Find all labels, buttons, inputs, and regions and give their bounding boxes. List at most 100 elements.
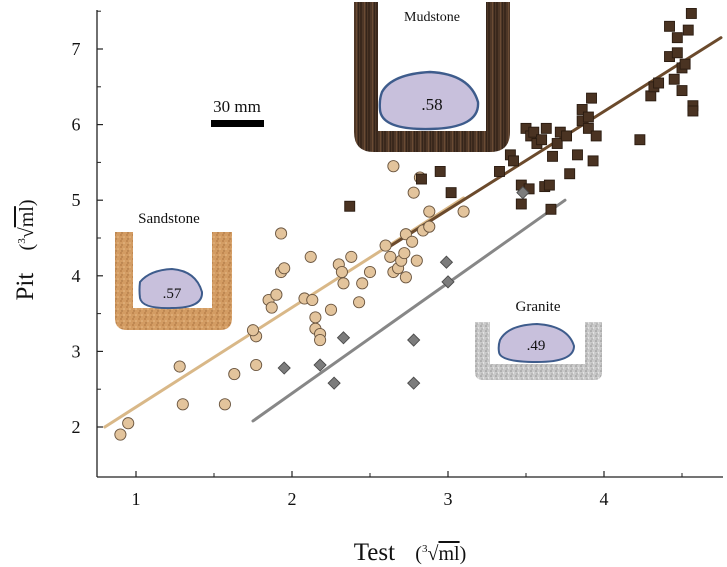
sandstone-point <box>387 160 400 173</box>
granite-inset: .49 Granite <box>475 299 602 380</box>
x-tick-label-3: 3 <box>444 489 453 509</box>
mudstone-point <box>586 92 597 104</box>
granite-pit-shape <box>497 322 576 364</box>
sandstone-ratio: .57 <box>163 286 182 302</box>
mudstone-label: Mudstone <box>404 10 460 25</box>
sandstone-point <box>356 277 369 290</box>
granite-point <box>277 361 291 375</box>
x-axis-title: Test (3√ml) <box>354 539 467 566</box>
x-ticks: 1 2 3 4 <box>132 471 683 509</box>
mudstone-point <box>416 173 427 185</box>
mudstone-point <box>445 187 457 199</box>
granite-point <box>439 255 454 269</box>
sandstone-point <box>399 271 412 284</box>
granite-container <box>475 322 602 380</box>
x-tick-label-4: 4 <box>600 489 609 509</box>
mudstone-container <box>354 2 510 152</box>
sandstone-point <box>337 277 350 290</box>
mudstone-point <box>561 130 573 142</box>
sandstone-point <box>398 247 411 260</box>
sandstone-point <box>384 250 397 263</box>
mudstone-inset: .58 Mudstone <box>354 2 510 152</box>
x-axis-unit: ml <box>438 543 460 565</box>
mudstone-point <box>664 20 675 32</box>
mudstone-point <box>543 179 555 191</box>
mudstone-point <box>508 155 519 167</box>
mudstone-point <box>551 138 563 149</box>
sandstone-point <box>176 398 189 411</box>
mudstone-point <box>582 122 594 134</box>
granite-point <box>313 358 327 372</box>
mudstone-point <box>572 149 583 161</box>
x-tick-label-1: 1 <box>132 489 141 509</box>
sandstone-point <box>457 205 470 218</box>
mudstone-point <box>653 77 665 89</box>
mudstone-point <box>344 200 356 212</box>
sandstone-point <box>410 254 423 267</box>
sandstone-point <box>278 262 291 275</box>
x-axis-label: Test <box>354 539 395 566</box>
sandstone-point <box>114 428 127 441</box>
sandstone-point <box>218 398 231 411</box>
mudstone-point <box>434 166 446 177</box>
y-tick-label-2: 2 <box>72 417 81 437</box>
sandstone-point <box>122 417 135 430</box>
mudstone-point <box>494 166 505 177</box>
granite-point <box>327 376 341 390</box>
sandstone-point <box>250 358 263 372</box>
sandstone-point <box>363 265 377 279</box>
granite-label: Granite <box>516 299 561 315</box>
y-ticks: 2 3 4 5 6 7 <box>72 10 103 437</box>
y-tick-label-4: 4 <box>72 266 81 286</box>
sandstone-container <box>115 232 232 330</box>
sandstone-point <box>304 250 317 263</box>
granite-point <box>407 333 421 347</box>
mudstone-point <box>679 58 691 70</box>
y-root-index: 3 <box>16 238 28 244</box>
granite-point <box>516 186 530 200</box>
scale-bar-label: 30 mm <box>213 97 261 116</box>
granite-point <box>336 331 351 345</box>
mudstone-point <box>564 168 576 180</box>
sandstone-inset: .57 Sandstone <box>115 211 232 330</box>
mudstone-point <box>545 203 557 215</box>
mudstone-point <box>687 105 699 117</box>
mudstone-point <box>582 111 594 123</box>
mudstone-point <box>587 155 599 167</box>
mudstone-point <box>515 198 527 210</box>
mudstone-point <box>676 85 688 97</box>
sandstone-point <box>353 296 366 309</box>
mudstone-point <box>590 130 602 142</box>
sandstone-point <box>423 205 436 218</box>
sandstone-point <box>265 301 278 314</box>
y-tick-label-3: 3 <box>72 341 81 361</box>
y-axis-label: Pit <box>12 273 39 301</box>
sandstone-point <box>309 311 322 324</box>
sandstone-point <box>228 368 241 381</box>
mudstone-point <box>528 126 540 138</box>
mudstone-point <box>547 150 558 162</box>
scale-bar <box>211 120 264 127</box>
sandstone-point <box>345 250 358 263</box>
sandstone-point <box>270 288 283 301</box>
mudstone-point <box>536 134 548 146</box>
mudstone-point <box>671 32 683 44</box>
mudstone-point <box>668 73 680 85</box>
sandstone-point <box>324 303 338 316</box>
x-tick-label-2: 2 <box>288 489 297 509</box>
mudstone-point <box>634 134 646 146</box>
mudstone-point <box>645 90 657 102</box>
sandstone-point <box>275 227 288 240</box>
mudstone-pit-shape <box>378 70 480 131</box>
sandstone-point <box>423 220 436 233</box>
sandstone-point <box>335 265 348 279</box>
mudstone-point <box>685 8 697 19</box>
sandstone-point <box>407 186 420 199</box>
granite-point <box>407 376 421 390</box>
sandstone-point <box>406 235 419 248</box>
sandstone-point <box>314 334 327 347</box>
sandstone-point <box>246 324 260 337</box>
mudstone-point <box>682 24 694 36</box>
y-tick-label-7: 7 <box>72 39 81 59</box>
